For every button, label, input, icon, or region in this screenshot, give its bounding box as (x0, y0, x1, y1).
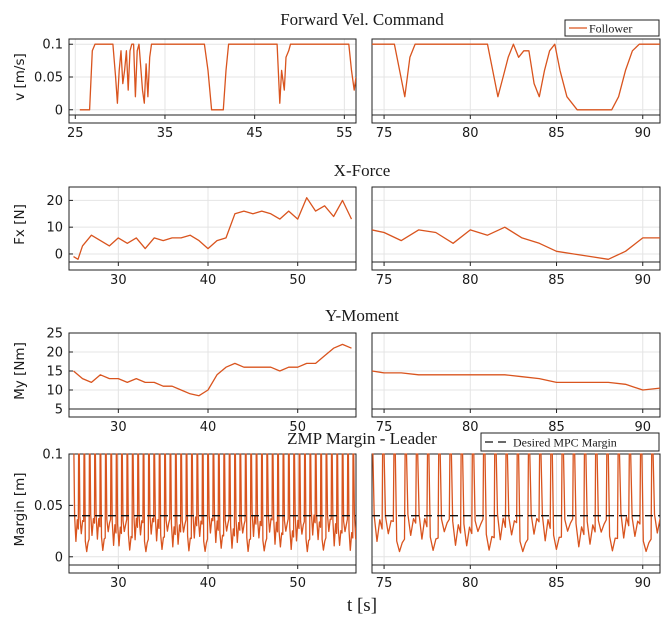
legend-label: Follower (589, 22, 632, 36)
y-tick-label: 15 (46, 365, 63, 380)
y-tick-label: 0.1 (42, 448, 63, 463)
x-axis-strip (68, 408, 357, 418)
panel-frame (371, 186, 661, 263)
y-tick-label: 5 (55, 403, 63, 418)
x-tick-label: 50 (289, 576, 306, 591)
x-tick-label: 40 (200, 420, 217, 435)
panel-right: 75 80 85 90 (371, 332, 661, 435)
x-tick-label: 85 (548, 126, 565, 141)
series-line (372, 226, 660, 260)
x-tick-label: 30 (110, 576, 127, 591)
x-tick-label: 40 (200, 273, 217, 288)
y-tick-label: 10 (46, 384, 63, 399)
x-tick-label: 25 (67, 126, 84, 141)
series-line (372, 370, 660, 391)
x-tick-label: 50 (289, 273, 306, 288)
y-tick-label: 0 (55, 103, 63, 118)
subplot-2: X-Force Fx [N] 30 40 50 0 10 20 75 80 85 90 (12, 161, 661, 288)
series-line (372, 453, 660, 553)
x-tick-label: 75 (376, 576, 393, 591)
subplot-title: Y-Moment (325, 306, 399, 325)
subplot-title: X-Force (334, 161, 391, 180)
x-tick-label: 50 (289, 420, 306, 435)
x-tick-label: 55 (336, 126, 353, 141)
panel-right: 75 80 85 90 (371, 38, 661, 141)
panel-right: 75 80 85 90 (371, 453, 661, 591)
series-line (372, 43, 660, 111)
x-tick-label: 30 (110, 420, 127, 435)
y-axis-label: Fx [N] (12, 204, 28, 245)
x-tick-label: 80 (462, 420, 479, 435)
panel-left: 30 40 50 0 0.05 0.1 (34, 448, 357, 591)
x-tick-label: 90 (634, 576, 651, 591)
series-line (79, 43, 356, 111)
y-tick-label: 0 (55, 247, 63, 262)
legend-desired-margin: Desired MPC Margin (480, 432, 660, 452)
x-tick-label: 85 (548, 273, 565, 288)
legend-label: Desired MPC Margin (513, 436, 617, 450)
y-tick-label: 20 (46, 346, 63, 361)
x-axis-strip (371, 564, 661, 574)
panel-left: 30 40 50 0 10 20 (46, 186, 357, 288)
subplot-1: Forward Vel. Command v [m/s] 25 35 45 55 0 0.05… (12, 10, 661, 141)
y-tick-label: 0.1 (42, 38, 63, 53)
x-tick-label: 85 (548, 576, 565, 591)
subplot-title: Forward Vel. Command (280, 10, 444, 29)
x-axis-strip (68, 261, 357, 271)
y-tick-label: 10 (46, 221, 63, 236)
panel-left: 25 35 45 55 0 0.05 0.1 (34, 38, 357, 141)
y-axis-label: My [Nm] (12, 342, 28, 400)
y-tick-label: 0 (55, 550, 63, 565)
panel-frame (68, 186, 357, 263)
series-line (73, 343, 352, 397)
subplot-4: ZMP Margin - Leader Margin [m] 30 40 50 0 0.05… (12, 429, 661, 591)
x-tick-label: 30 (110, 273, 127, 288)
legend-follower: Follower (564, 19, 660, 37)
subplot-3: Y-Moment My [Nm] 30 40 50 5 10 15 20 25 75 80 85 90 (12, 306, 661, 435)
x-axis-strip (371, 408, 661, 418)
y-tick-label: 25 (46, 327, 63, 342)
x-tick-label: 90 (634, 126, 651, 141)
x-tick-label: 35 (157, 126, 174, 141)
panel-right: 75 80 85 90 (371, 186, 661, 288)
x-axis-strip (68, 114, 357, 124)
y-tick-label: 20 (46, 194, 63, 209)
x-axis-label: t [s] (347, 595, 377, 616)
y-tick-label: 0.05 (34, 499, 63, 514)
x-tick-label: 90 (634, 273, 651, 288)
panel-left: 30 40 50 5 10 15 20 25 (46, 327, 357, 435)
x-tick-label: 80 (462, 126, 479, 141)
y-axis-label: Margin [m] (12, 472, 28, 546)
y-axis-label: v [m/s] (12, 53, 28, 101)
x-tick-label: 75 (376, 420, 393, 435)
x-tick-label: 75 (376, 126, 393, 141)
x-tick-label: 90 (634, 420, 651, 435)
x-tick-label: 80 (462, 273, 479, 288)
x-axis-strip (371, 261, 661, 271)
x-tick-label: 80 (462, 576, 479, 591)
x-axis-strip (371, 114, 661, 124)
x-tick-label: 85 (548, 420, 565, 435)
x-tick-label: 40 (200, 576, 217, 591)
series-line (73, 453, 356, 553)
x-axis-strip (68, 564, 357, 574)
y-tick-label: 0.05 (34, 71, 63, 86)
subplot-title: ZMP Margin - Leader (287, 429, 437, 448)
series-line (73, 197, 353, 260)
x-tick-label: 45 (246, 126, 263, 141)
x-tick-label: 75 (376, 273, 393, 288)
